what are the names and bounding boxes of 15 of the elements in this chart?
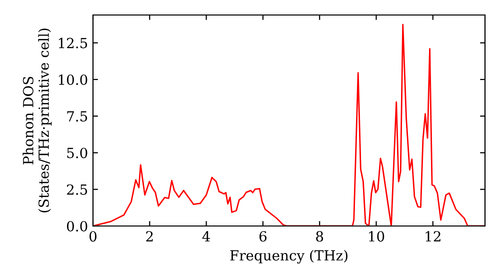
x-tick-label: 2 bbox=[146, 231, 153, 242]
x-tick-label: 4 bbox=[202, 231, 210, 242]
y-tick-label: 12.5 bbox=[58, 38, 88, 48]
x-tick-label: 6 bbox=[259, 231, 266, 242]
y-tick-label: 7.5 bbox=[67, 111, 88, 122]
x-tick-label: 0 bbox=[89, 231, 96, 242]
y-tick-label: 10.0 bbox=[58, 74, 88, 85]
x-axis-title: Frequency (THz) bbox=[230, 250, 348, 264]
x-tick-label: 10 bbox=[369, 231, 384, 242]
y-axis-title: Phonon DOS (States/THz·primitive cell) bbox=[22, 28, 52, 212]
y-tick-label: 0.0 bbox=[66, 220, 88, 232]
y-tick-label: 2.5 bbox=[66, 184, 88, 195]
y-tick-label: 5.0 bbox=[67, 148, 88, 158]
x-tick-label: 12 bbox=[426, 231, 440, 242]
x-tick-label: 8 bbox=[316, 231, 324, 242]
